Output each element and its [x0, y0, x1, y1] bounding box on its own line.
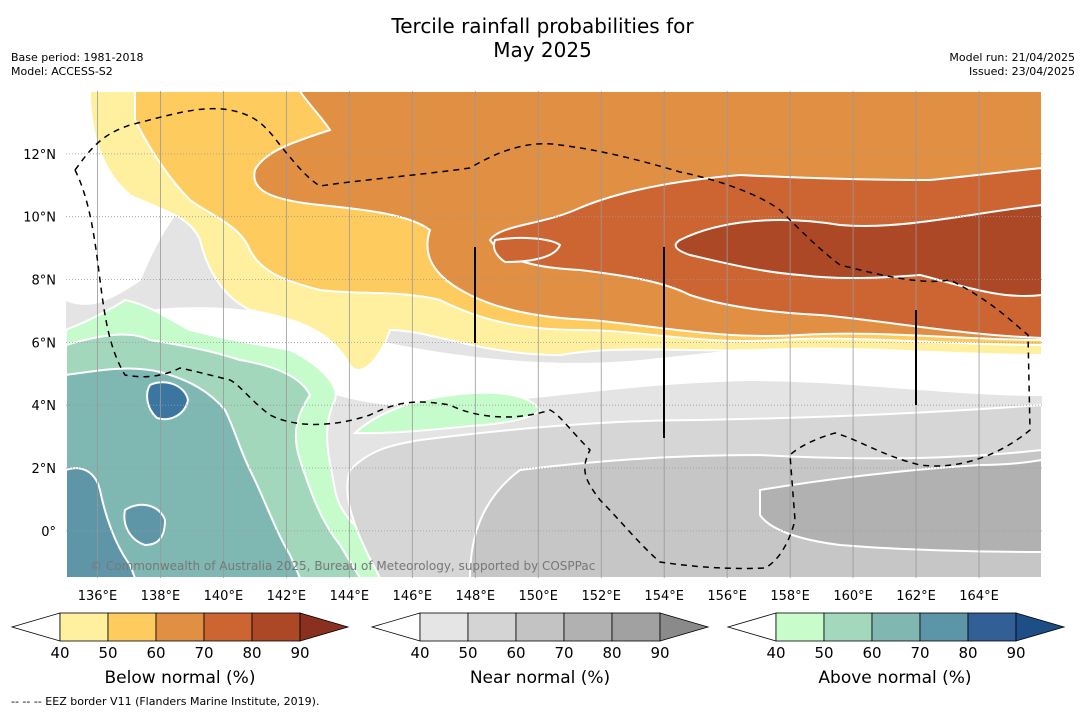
chart-title: Tercile rainfall probabilities for May 2… — [0, 14, 1085, 62]
eez-border — [74, 107, 1031, 570]
title-line-1: Tercile rainfall probabilities for — [391, 14, 694, 38]
colorbar-segment — [203, 612, 253, 642]
latitude-labels: 12°N 10°N 8°N 6°N 4°N 2°N 0° — [23, 148, 56, 540]
colorbar-segment — [515, 612, 565, 642]
colorbar-label-below: Below normal (%) — [104, 668, 256, 688]
colorbar-tick-label: 80 — [958, 644, 977, 662]
latitude-label: 6°N — [32, 336, 57, 351]
colorbars: 40 50 60 70 80 90 40 50 60 70 80 90 40 50 60 70 80 90 — [10, 612, 1066, 662]
colorbar-tick-label: 40 — [50, 644, 69, 662]
longitude-label: 142°E — [267, 589, 307, 604]
colorbar-segment — [419, 612, 469, 642]
colorbar-segment — [251, 612, 301, 642]
colorbar-label-above: Above normal (%) — [818, 668, 972, 688]
colorbar-arrow-right — [659, 612, 710, 642]
issued-date: Issued: 23/04/2025 — [968, 65, 1075, 78]
colorbar-segment — [967, 612, 1017, 642]
longitude-labels: 136°E 138°E 140°E 142°E 144°E 146°E 148°E 150°E… — [78, 589, 999, 604]
latitude-label: 10°N — [23, 211, 56, 226]
longitude-label: 140°E — [204, 589, 244, 604]
colorbar-segment — [919, 612, 969, 642]
map-fill — [66, 91, 1042, 578]
longitude-label: 138°E — [141, 589, 181, 604]
latitude-label: 8°N — [32, 274, 57, 289]
colorbar-tick-label: 70 — [910, 644, 929, 662]
copyright-note: © Commonwealth of Australia 2025, Bureau… — [90, 559, 595, 573]
footnote: -- -- -- EEZ border V11 (Flanders Marine… — [11, 695, 320, 708]
colorbar-tick-label: 60 — [146, 644, 165, 662]
colorbar-arrow-left — [10, 612, 61, 642]
colorbar-tick-label: 70 — [554, 644, 573, 662]
colorbar-tick-label: 50 — [98, 644, 117, 662]
colorbar-segment — [467, 612, 517, 642]
longitude-label: 158°E — [770, 589, 810, 604]
colorbar-arrow-left — [370, 612, 421, 642]
latitude-label: 12°N — [23, 148, 56, 163]
colorbar-segment — [563, 612, 613, 642]
colorbar-arrow-right — [299, 612, 350, 642]
longitude-label: 156°E — [707, 589, 747, 604]
title-line-2: May 2025 — [493, 38, 592, 62]
colorbar-tick-label: 60 — [506, 644, 525, 662]
colorbar-tick-label: 90 — [1006, 644, 1025, 662]
latitude-label: 2°N — [32, 462, 57, 477]
colorbar-segment — [775, 612, 825, 642]
model-run: Model run: 21/04/2025 — [949, 51, 1075, 64]
colorbar-tick-label: 40 — [410, 644, 429, 662]
colorbar-label-near: Near normal (%) — [469, 668, 611, 688]
colorbar-tick-label: 50 — [814, 644, 833, 662]
longitude-label: 164°E — [959, 589, 999, 604]
region-above-70 — [66, 367, 302, 578]
colorbar-segment — [155, 612, 205, 642]
colorbar-tick-label: 60 — [862, 644, 881, 662]
longitude-label: 162°E — [896, 589, 936, 604]
longitude-label: 160°E — [833, 589, 873, 604]
longitude-label: 150°E — [518, 589, 558, 604]
region-near-70 — [759, 458, 1042, 554]
colorbar-tick-label: 70 — [194, 644, 213, 662]
longitude-label: 152°E — [581, 589, 621, 604]
colorbar-tick-label: 40 — [766, 644, 785, 662]
colorbar-tick-label: 90 — [650, 644, 669, 662]
region-below-90 — [674, 203, 1042, 297]
colorbar-tick-label: 90 — [290, 644, 309, 662]
colorbar-arrow-right — [1015, 612, 1066, 642]
model-name: Model: ACCESS-S2 — [11, 65, 113, 78]
latitude-label: 4°N — [32, 399, 57, 414]
base-period: Base period: 1981-2018 — [11, 51, 144, 64]
colorbar-segment — [59, 612, 109, 642]
region-above-80 — [66, 467, 137, 578]
region-above-50-centre — [352, 391, 542, 435]
region-above-90 — [146, 381, 190, 420]
latitude-label: 0° — [41, 525, 56, 540]
longitude-label: 136°E — [78, 589, 118, 604]
longitude-label: 146°E — [393, 589, 433, 604]
meta-left: Base period: 1981-2018 Model: ACCESS-S2 — [11, 51, 143, 79]
region-below-80-patch — [492, 236, 562, 264]
colorbar-segment — [871, 612, 921, 642]
colorbar-arrow-left — [726, 612, 777, 642]
colorbar-segment — [107, 612, 157, 642]
colorbar-tick-label: 80 — [602, 644, 621, 662]
longitude-label: 154°E — [644, 589, 684, 604]
eez-border-line — [74, 107, 1031, 570]
meta-right: Model run: 21/04/2025 Issued: 23/04/2025 — [949, 51, 1075, 79]
colorbar-segment — [611, 612, 661, 642]
colorbar-tick-label: 50 — [458, 644, 477, 662]
longitude-label: 144°E — [330, 589, 370, 604]
map-gridlines — [66, 91, 1042, 578]
longitude-label: 148°E — [456, 589, 496, 604]
colorbar-segment — [823, 612, 873, 642]
colorbar-tick-label: 80 — [242, 644, 261, 662]
